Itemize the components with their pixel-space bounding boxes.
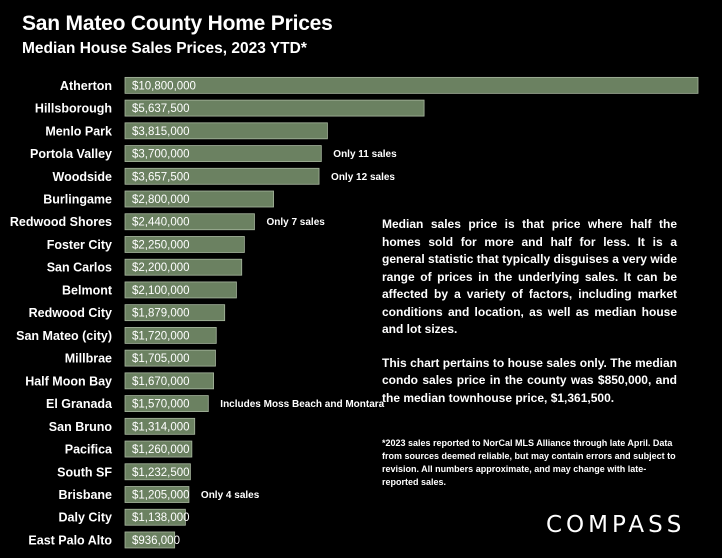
category-label-woodside: Woodside	[53, 170, 113, 184]
bar-foster-city	[124, 236, 245, 253]
value-label-atherton: $10,800,000	[132, 80, 196, 92]
value-label-portola-valley: $3,700,000	[132, 149, 190, 161]
annotation-woodside: Only 12 sales	[331, 172, 395, 183]
annotation-redwood-shores: Only 7 sales	[266, 217, 325, 228]
category-label-portola-valley: Portola Valley	[30, 147, 112, 161]
value-label-redwood-shores: $2,440,000	[132, 217, 190, 229]
value-label-san-bruno: $1,314,000	[132, 421, 190, 433]
annotation-portola-valley: Only 11 sales	[333, 149, 397, 160]
bar-portola-valley	[124, 145, 322, 162]
category-label-redwood-shores: Redwood Shores	[10, 215, 112, 229]
value-label-el-granada: $1,570,000	[132, 399, 190, 411]
category-label-foster-city: Foster City	[47, 238, 112, 252]
bar-san-carlos	[124, 258, 243, 276]
bar-hillsborough	[124, 99, 425, 117]
category-label-san-mateo-city: San Mateo (city)	[16, 329, 112, 343]
bar-redwood-shores	[124, 213, 255, 231]
category-label-half-moon-bay: Half Moon Bay	[25, 374, 112, 388]
bar-el-granada	[124, 395, 209, 412]
chart-title: San Mateo County Home Prices	[22, 12, 333, 35]
value-label-hillsborough: $5,637,500	[132, 103, 190, 115]
bar-brisbane	[124, 486, 190, 503]
category-label-daly-city: Daly City	[59, 511, 113, 525]
bar-south-sf	[124, 463, 191, 481]
category-label-hillsborough: Hillsborough	[35, 102, 112, 116]
explanation-note: Median sales price is that price where h…	[382, 216, 677, 423]
category-label-san-bruno: San Bruno	[49, 420, 113, 434]
category-label-belmont: Belmont	[62, 283, 113, 297]
category-label-atherton: Atherton	[60, 79, 112, 93]
category-label-el-granada: El Granada	[46, 397, 113, 411]
value-label-san-mateo-city: $1,720,000	[132, 330, 190, 342]
category-label-redwood-city: Redwood City	[29, 306, 112, 320]
bar-belmont	[124, 281, 237, 299]
bar-east-palo-alto	[124, 531, 176, 549]
bar-san-mateo-city	[124, 326, 217, 344]
category-label-menlo-park: Menlo Park	[45, 124, 112, 138]
bar-daly-city	[124, 508, 186, 526]
category-label-millbrae: Millbrae	[65, 352, 112, 366]
value-label-belmont: $2,100,000	[132, 285, 190, 297]
category-label-east-palo-alto: East Palo Alto	[28, 533, 112, 547]
bar-menlo-park	[124, 122, 328, 140]
footnote: *2023 sales reported to NorCal MLS Allia…	[382, 438, 676, 487]
category-label-burlingame: Burlingame	[43, 193, 112, 207]
category-label-pacifica: Pacifica	[65, 443, 113, 457]
value-label-pacifica: $1,260,000	[132, 444, 190, 456]
note-paragraph-median: Median sales price is that price where h…	[382, 217, 677, 336]
value-label-brisbane: $1,205,000	[132, 490, 190, 502]
value-label-menlo-park: $3,815,000	[132, 126, 190, 138]
value-label-daly-city: $1,138,000	[132, 512, 190, 524]
note-paragraph-house-only: This chart pertains to house sales only.…	[382, 355, 677, 405]
annotation-el-granada: Includes Moss Beach and Montara	[220, 399, 384, 410]
value-label-east-palo-alto: $936,000	[132, 535, 180, 547]
bar-san-bruno	[124, 417, 196, 435]
bar-atherton	[124, 76, 699, 94]
category-label-brisbane: Brisbane	[59, 488, 113, 502]
bar-pacifica	[124, 440, 193, 458]
chart-subtitle: Median House Sales Prices, 2023 YTD*	[22, 40, 307, 57]
value-label-foster-city: $2,250,000	[132, 239, 190, 251]
annotation-brisbane: Only 4 sales	[201, 490, 260, 501]
bar-millbrae	[124, 349, 216, 367]
bar-redwood-city	[124, 304, 226, 322]
value-label-woodside: $3,657,500	[132, 171, 190, 183]
bar-half-moon-bay	[124, 372, 215, 390]
value-label-burlingame: $2,800,000	[132, 194, 190, 206]
value-label-millbrae: $1,705,000	[132, 353, 190, 365]
value-label-south-sf: $1,232,500	[132, 467, 190, 479]
value-label-redwood-city: $1,879,000	[132, 308, 190, 320]
bar-burlingame	[124, 190, 274, 208]
bar-woodside	[124, 167, 320, 185]
category-label-south-sf: South SF	[57, 465, 112, 479]
value-label-san-carlos: $2,200,000	[132, 262, 190, 274]
compass-logo: COMPASS	[546, 512, 686, 538]
category-label-san-carlos: San Carlos	[47, 261, 112, 275]
value-label-half-moon-bay: $1,670,000	[132, 376, 190, 388]
